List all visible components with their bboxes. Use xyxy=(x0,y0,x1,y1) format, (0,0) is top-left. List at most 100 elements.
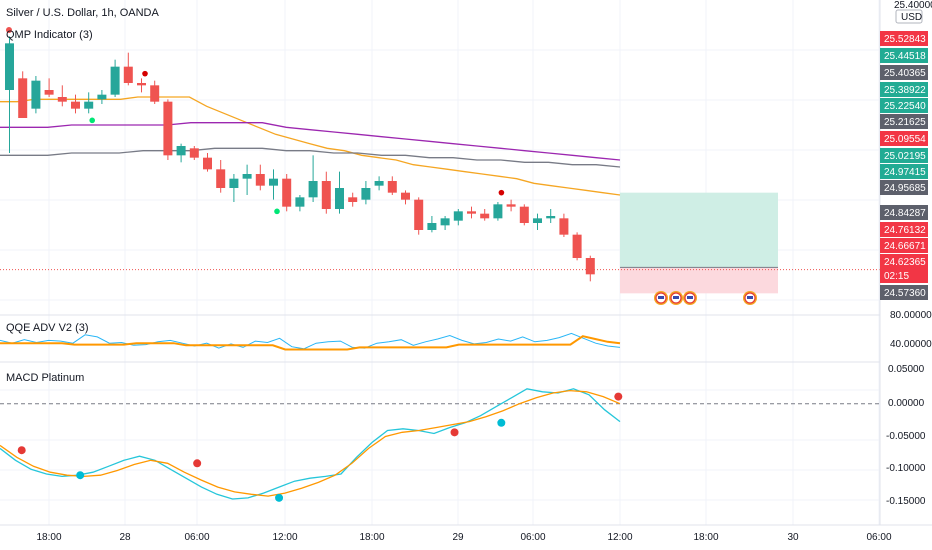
flag-stripe xyxy=(747,296,753,299)
candle-body[interactable] xyxy=(71,101,80,109)
price-badge: 24.95685 xyxy=(880,180,928,195)
candle-body[interactable] xyxy=(480,213,490,219)
candle-body[interactable] xyxy=(31,80,41,109)
macd-pane-title: MACD Platinum xyxy=(6,372,84,384)
candle-body[interactable] xyxy=(308,181,318,198)
currency-button[interactable] xyxy=(895,9,923,24)
candle-body[interactable] xyxy=(387,181,397,193)
price-badge-bg xyxy=(880,254,928,269)
sell-signal-dot[interactable] xyxy=(142,70,148,77)
take-profit-zone[interactable] xyxy=(620,192,778,268)
price-badge: 24.76132 xyxy=(880,222,928,237)
flag-stripe xyxy=(687,296,693,299)
candle-body[interactable] xyxy=(150,85,160,102)
price-badge: 25.09554 xyxy=(880,131,928,146)
candle-body[interactable] xyxy=(282,178,292,207)
candle-body[interactable] xyxy=(519,206,529,223)
buy-signal-dot[interactable] xyxy=(274,208,280,215)
buy-signal-dot[interactable] xyxy=(89,117,95,124)
indicator-dot-icon xyxy=(6,27,12,33)
candle-body[interactable] xyxy=(57,97,67,102)
candle-body[interactable] xyxy=(44,90,54,95)
price-badge: 24.57360 xyxy=(880,285,928,300)
candle-body[interactable] xyxy=(533,218,542,223)
price-badge-label: 24.97415 xyxy=(884,167,926,178)
price-badge: 25.22540 xyxy=(880,98,928,113)
macd-cross-down-dot[interactable] xyxy=(614,392,623,401)
candle-body[interactable] xyxy=(203,157,212,170)
candle-body[interactable] xyxy=(176,146,186,156)
time-tick: 06:00 xyxy=(866,532,891,543)
price-badge-bg xyxy=(880,285,928,300)
candle-body[interactable] xyxy=(189,148,199,158)
price-badge-bg xyxy=(880,31,928,46)
price-badge-bg xyxy=(880,222,928,237)
macd-tick: 0.00000 xyxy=(888,398,925,409)
price-badge-label: 24.62365 xyxy=(884,257,926,268)
candle-body[interactable] xyxy=(401,192,410,200)
candle-body[interactable] xyxy=(97,94,107,100)
candle-body[interactable] xyxy=(123,66,133,83)
time-tick: 29 xyxy=(452,532,464,543)
candle-body[interactable] xyxy=(427,223,437,230)
currency-label: USD xyxy=(901,12,922,23)
macd-tick: -0.05000 xyxy=(886,431,926,442)
candle-body[interactable] xyxy=(440,218,450,226)
ema-slow-line xyxy=(0,147,621,168)
candle-body[interactable] xyxy=(559,218,569,235)
macd-cross-up-dot[interactable] xyxy=(275,493,284,502)
candle-body[interactable] xyxy=(572,234,582,258)
flag-stripe xyxy=(673,296,679,299)
candle-body[interactable] xyxy=(295,197,305,207)
candle-body[interactable] xyxy=(453,211,463,221)
time-tick: 18:00 xyxy=(359,532,384,543)
sell-signal-dot[interactable] xyxy=(498,189,505,196)
candle-body[interactable] xyxy=(546,216,556,219)
candle-body[interactable] xyxy=(255,174,265,186)
candle-body[interactable] xyxy=(137,83,146,86)
candle-body[interactable] xyxy=(414,199,424,230)
macd-cross-down-dot[interactable] xyxy=(193,459,202,468)
macd-cross-down-dot[interactable] xyxy=(450,428,459,437)
macd-cross-up-dot[interactable] xyxy=(76,471,85,480)
candle-body[interactable] xyxy=(84,101,94,109)
macd-line xyxy=(0,388,621,500)
price-badge-label: 24.57360 xyxy=(884,288,926,299)
candle-body[interactable] xyxy=(585,258,595,275)
candle-body[interactable] xyxy=(5,43,14,90)
price-badge: 25.02195 xyxy=(880,148,928,163)
candle-body[interactable] xyxy=(269,178,278,186)
candle-body[interactable] xyxy=(242,174,252,179)
price-badge-label: 24.95685 xyxy=(884,183,926,194)
candle-body[interactable] xyxy=(110,66,120,95)
price-badge: 24.84287 xyxy=(880,205,928,220)
candle-body[interactable] xyxy=(467,211,476,214)
candle-body[interactable] xyxy=(163,101,173,156)
price-badge-bg xyxy=(880,180,928,195)
price-badge: 24.66671 xyxy=(880,238,928,253)
candle-body[interactable] xyxy=(506,204,516,207)
macd-cross-down-dot[interactable] xyxy=(17,446,26,455)
candle-body[interactable] xyxy=(361,188,371,200)
candle-body[interactable] xyxy=(229,178,239,188)
price-badge-label: 25.52843 xyxy=(884,34,926,45)
price-badge: 02:15 xyxy=(880,268,928,283)
candle-body[interactable] xyxy=(348,197,358,202)
candle-body[interactable] xyxy=(216,169,226,188)
axis-top-value: 25.40000 xyxy=(894,0,932,11)
price-badge-label: 25.02195 xyxy=(884,151,926,162)
macd-signal-line xyxy=(0,389,621,497)
candle-body[interactable] xyxy=(335,188,344,209)
macd-cross-up-dot[interactable] xyxy=(497,418,506,427)
candle-body[interactable] xyxy=(18,78,28,118)
candle-body[interactable] xyxy=(374,181,384,186)
price-badge-label: 25.22540 xyxy=(884,101,926,112)
qqe-slow-line xyxy=(0,335,621,351)
candle-body[interactable] xyxy=(493,204,503,219)
time-tick: 18:00 xyxy=(693,532,718,543)
qqe-tick-40: 40.00000 xyxy=(890,339,932,350)
qqe-pane-title: QQE ADV V2 (3) xyxy=(6,322,89,334)
candle-body[interactable] xyxy=(321,181,331,209)
stop-loss-zone[interactable] xyxy=(620,267,778,294)
